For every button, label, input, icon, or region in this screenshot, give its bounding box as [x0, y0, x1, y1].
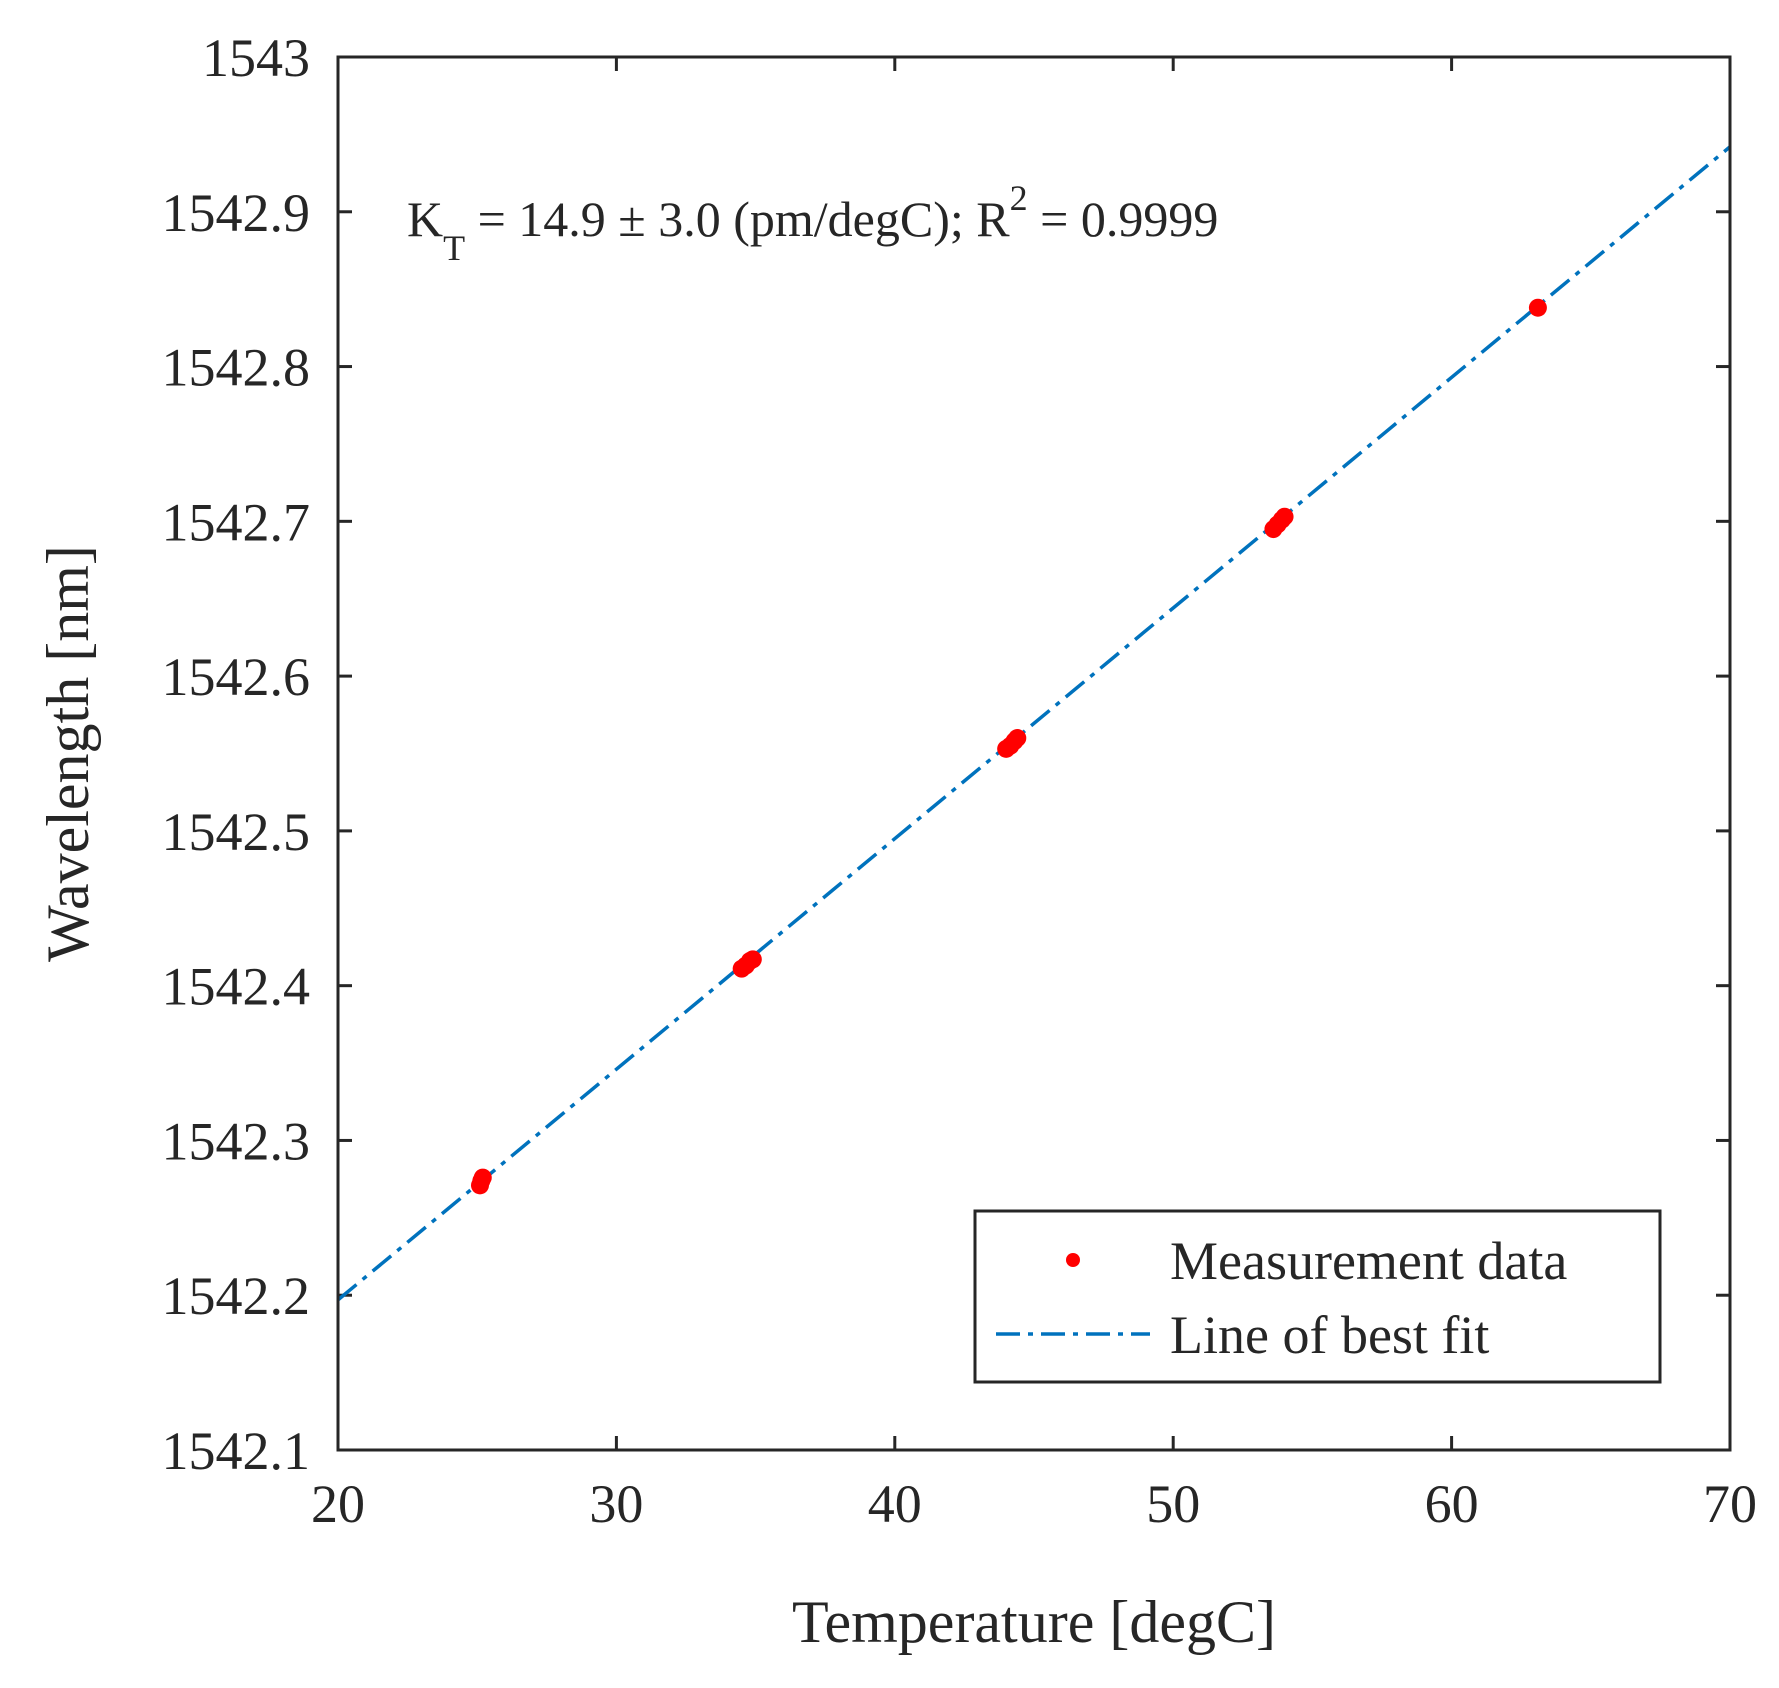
y-tick-label: 1542.4 [162, 957, 311, 1017]
x-axis-title: Temperature [degC] [792, 1589, 1276, 1655]
annotation-k-subscript: T [443, 228, 465, 268]
x-tick-label: 40 [868, 1474, 922, 1534]
y-tick-label: 1542.3 [162, 1111, 311, 1171]
fit-annotation: KT = 14.9 ± 3.0 (pm/degC); R2 = 0.9999 [407, 178, 1218, 268]
y-tick-label: 1542.6 [162, 647, 311, 707]
x-tick-label: 50 [1146, 1474, 1200, 1534]
measurement-point [1528, 298, 1547, 317]
measurement-point [473, 1168, 492, 1187]
y-tick-label: 1542.8 [162, 338, 311, 398]
x-tick-label: 20 [311, 1474, 365, 1534]
measurement-point [1008, 729, 1027, 748]
y-tick-label: 1542.9 [162, 183, 311, 243]
annotation-middle: = 14.9 ± 3.0 (pm/degC); R [465, 191, 1010, 247]
legend-label-measurement: Measurement data [1170, 1231, 1567, 1291]
y-axis-title: Wavelength [nm] [35, 545, 101, 962]
x-tick-label: 70 [1703, 1474, 1757, 1534]
annotation-end: = 0.9999 [1028, 191, 1219, 247]
annotation-k: K [407, 191, 443, 247]
measurement-point [743, 950, 762, 969]
legend: Measurement data Line of best fit [973, 1209, 1662, 1384]
y-tick-label: 1543 [202, 28, 310, 88]
plot-frame [336, 55, 1732, 1452]
y-tick-label: 1542.7 [162, 492, 311, 552]
series-layer [336, 145, 1732, 1302]
measurement-point [1275, 507, 1294, 526]
y-tick-label: 1542.5 [162, 802, 311, 862]
axis-ticks: 20 30 40 50 60 70 1542.1 1542.2 1542.3 1542.4 1542… [162, 28, 1758, 1534]
legend-marker-measurement [1066, 1253, 1080, 1267]
legend-box [973, 1209, 1662, 1384]
legend-label-best-fit: Line of best fit [1170, 1305, 1489, 1365]
best-fit-line [336, 145, 1732, 1302]
y-tick-label: 1542.2 [162, 1266, 311, 1326]
x-tick-label: 60 [1425, 1474, 1479, 1534]
x-tick-label: 30 [589, 1474, 643, 1534]
annotation-r-superscript: 2 [1010, 178, 1028, 218]
y-tick-label: 1542.1 [162, 1421, 311, 1481]
